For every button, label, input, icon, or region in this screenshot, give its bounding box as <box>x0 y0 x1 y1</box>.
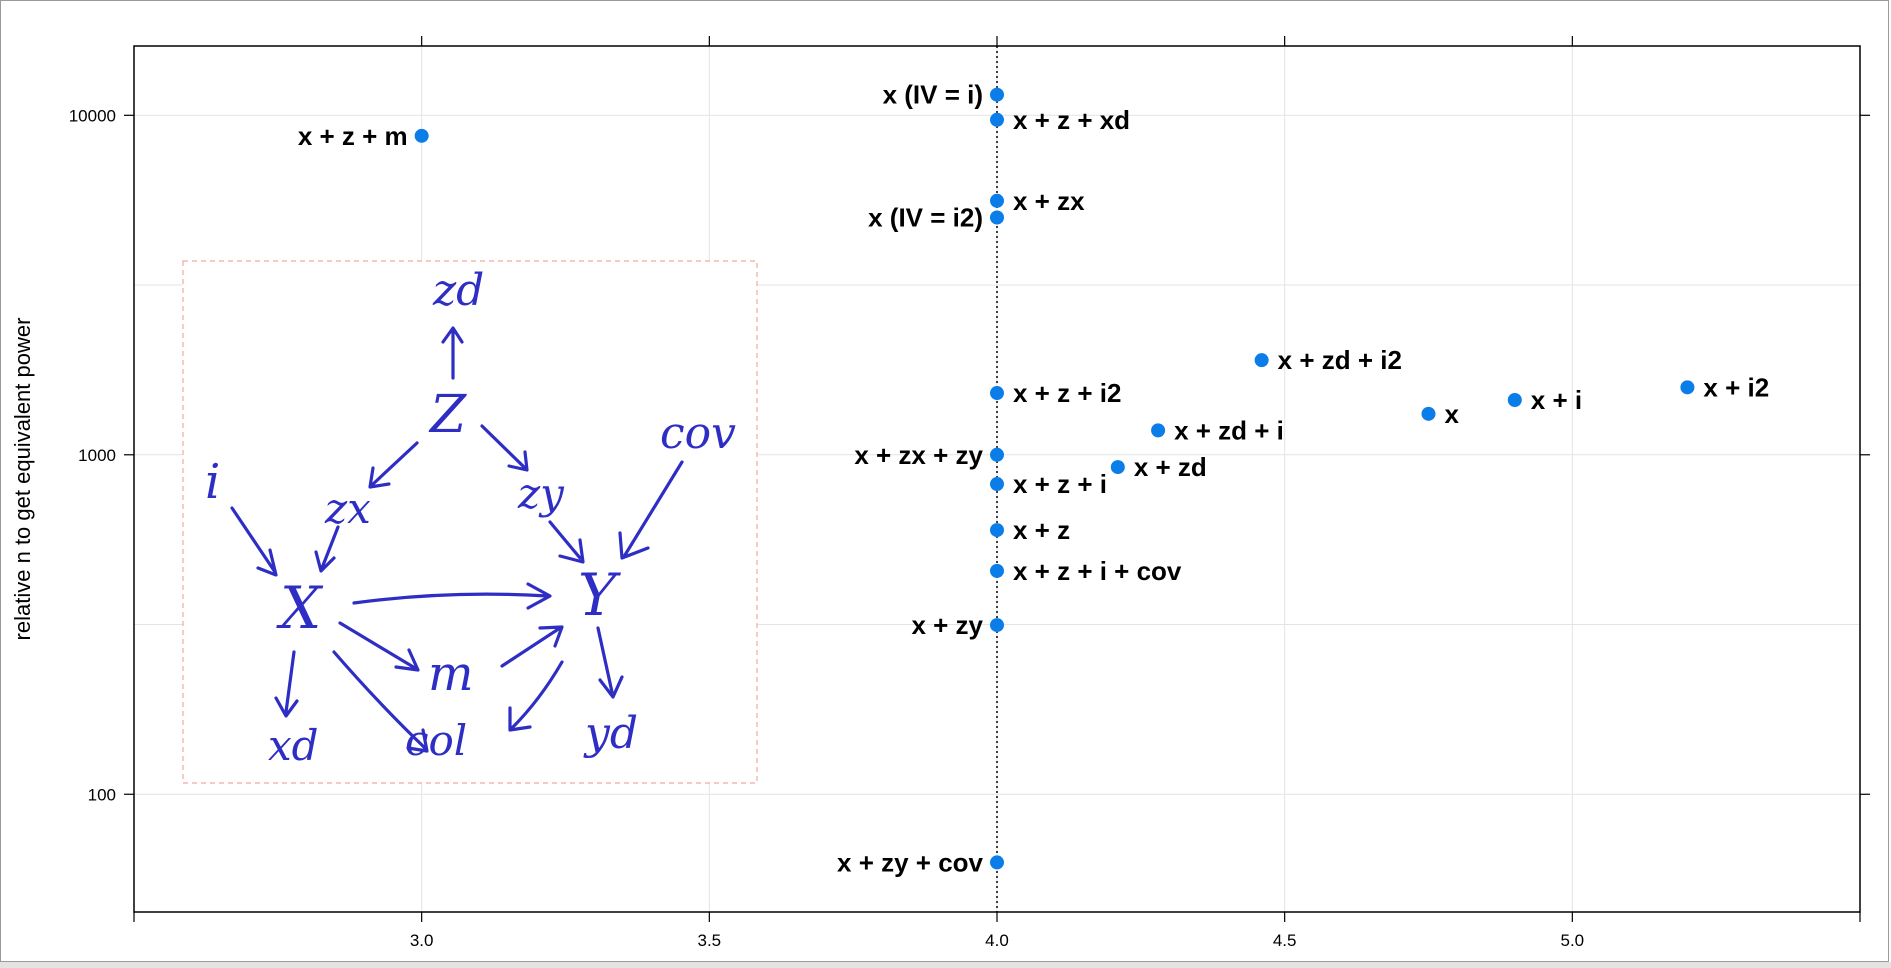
point-label: x + i <box>1531 385 1582 415</box>
data-point <box>990 563 1004 578</box>
point-labels: x + z + mx (IV = i)x + z + xdx + zxx (IV… <box>298 80 1769 878</box>
arrow-x-y <box>352 582 552 610</box>
data-point <box>990 112 1004 127</box>
point-label: x + zd <box>1134 452 1207 482</box>
y-tick-label: 10000 <box>69 106 116 125</box>
data-point <box>990 618 1004 633</box>
point-label: x + zx + zy <box>854 440 983 470</box>
point-label: x + z + i + cov <box>1013 556 1182 586</box>
x-tick-label: 3.5 <box>698 931 722 950</box>
point-label: x (IV = i) <box>883 80 983 110</box>
data-point <box>990 855 1004 870</box>
arrow-x-xd <box>274 650 299 718</box>
point-label: x + i2 <box>1703 372 1769 402</box>
data-point <box>990 87 1004 102</box>
data-point <box>414 128 429 143</box>
x-tick-label: 4.5 <box>1273 931 1297 950</box>
arrow-y-col <box>508 660 564 732</box>
point-label: x + zy <box>911 610 983 640</box>
dag-node-zy: zy <box>517 469 565 518</box>
point-label: x + zd + i2 <box>1278 345 1402 375</box>
arrow-x-m <box>338 621 420 672</box>
arrow-zx-x <box>314 525 340 573</box>
arrow-cov-y <box>618 460 684 560</box>
data-point <box>1151 423 1166 438</box>
inset-dag-diagram: zd Z i zx zy cov X Y m xd col yd <box>182 260 758 784</box>
point-label: x + z <box>1013 515 1070 545</box>
point-label: x + zd + i <box>1174 415 1284 445</box>
data-point <box>990 523 1004 538</box>
x-tick-label: 3.0 <box>410 931 434 950</box>
point-label: x <box>1445 399 1460 429</box>
y-tick-label: 1000 <box>78 446 116 465</box>
point-label: x + z + i2 <box>1013 378 1121 408</box>
dag-node-yd: yd <box>583 708 638 759</box>
arrow-z-zx <box>368 441 419 489</box>
arrow-x-col <box>332 650 429 753</box>
dag-node-zd: zd <box>432 265 484 316</box>
arrow-z-zd <box>441 326 464 380</box>
point-label: x (IV = i2) <box>868 202 983 232</box>
arrow-z-zy <box>480 424 529 472</box>
data-point <box>990 210 1004 225</box>
arrow-y-yd <box>596 626 624 699</box>
dag-node-col: col <box>405 716 467 765</box>
point-label: x + zx <box>1013 186 1085 216</box>
point-label: x + z + i <box>1013 469 1107 499</box>
x-tick-label: 4.0 <box>985 931 1009 950</box>
point-label: x + zy + cov <box>837 847 984 877</box>
axis-ticks: 3.0 3.5 4.0 4.5 5.0 100 1000 10000 <box>69 36 1870 950</box>
dag-nodes: zd Z i zx zy cov X Y m xd col yd <box>205 265 736 770</box>
dag-node-zx: zx <box>324 484 371 533</box>
point-label: x + z + m <box>298 121 408 151</box>
arrow-zy-y <box>548 520 585 564</box>
point-label: x + z + xd <box>1013 105 1130 135</box>
dag-node-xd: xd <box>268 721 319 770</box>
arrow-m-y <box>500 625 564 668</box>
y-axis-title: relative n to get equivalent power <box>10 318 35 641</box>
y-tick-label: 100 <box>88 785 116 804</box>
data-point <box>990 447 1004 462</box>
data-point <box>1507 393 1522 408</box>
data-point <box>1680 380 1695 395</box>
dag-node-i: i <box>205 454 220 510</box>
arrow-i-x <box>230 506 278 577</box>
dag-node-z: Z <box>428 385 467 445</box>
data-point <box>990 386 1004 401</box>
x-tick-label: 5.0 <box>1561 931 1585 950</box>
data-point <box>990 193 1004 208</box>
data-point <box>1110 460 1125 475</box>
data-point <box>990 477 1004 492</box>
dag-node-x: X <box>276 574 324 642</box>
dag-arrows <box>230 326 684 753</box>
dag-node-y: Y <box>578 561 621 629</box>
dag-node-m: m <box>428 646 474 702</box>
inset-border <box>182 260 758 784</box>
window-bottom-strip <box>0 962 1891 968</box>
dag-node-cov: cov <box>660 408 736 459</box>
data-point <box>1254 353 1269 368</box>
data-points <box>414 87 1695 870</box>
data-point <box>1421 406 1436 421</box>
